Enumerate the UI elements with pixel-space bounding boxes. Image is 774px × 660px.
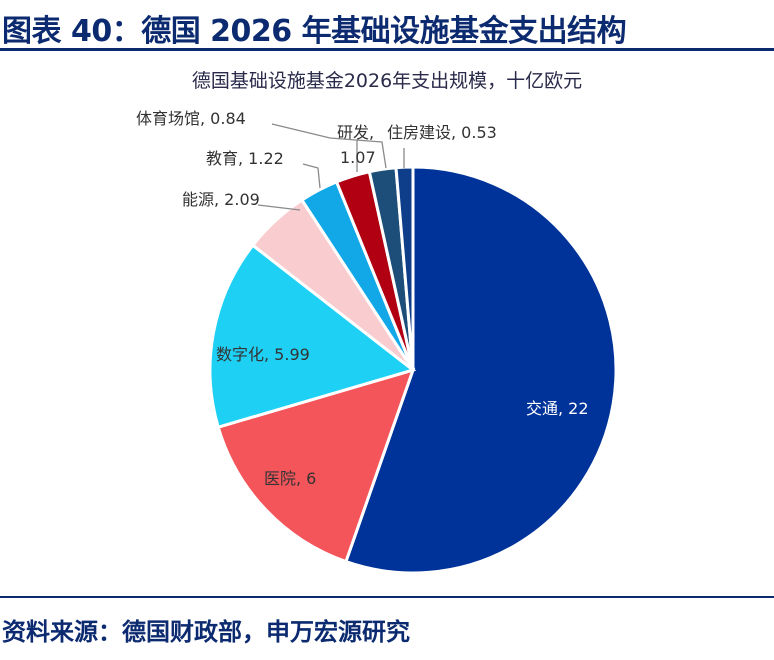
slice-label-3: 能源, 2.09 [182,190,260,209]
slice-label-5: 研发, 1.07 [337,123,376,167]
figure-title: 图表 40：德国 2026 年基础设施基金支出结构 [2,14,627,49]
source-note: 资料来源：德国财政部，申万宏源研究 [2,618,410,646]
leader-line-6 [271,123,387,169]
slice-label-7: 住房建设, 0.53 [387,123,497,142]
source-divider [0,596,774,598]
leader-line-3 [257,204,301,211]
title-underline [0,48,774,51]
chart-title: 德国基础设施基金2026年支出规模，十亿欧元 [191,70,583,92]
slice-label-1: 医院, 6 [264,469,316,488]
slice-label-2: 数字化, 5.99 [216,345,310,364]
slice-label-4: 教育, 1.22 [206,149,284,168]
leader-line-4 [302,163,321,189]
slice-label-0: 交通, 22 [526,399,589,418]
pie-chart: 交通, 22 医院, 6 数字化, 5.99 能源, 2.09 教育, 1.22 研发, 1… [136,109,618,575]
pie-slice-1 [216,367,416,564]
slice-label-6: 体育场馆, 0.84 [136,109,246,128]
pie-slice-2 [208,243,417,430]
